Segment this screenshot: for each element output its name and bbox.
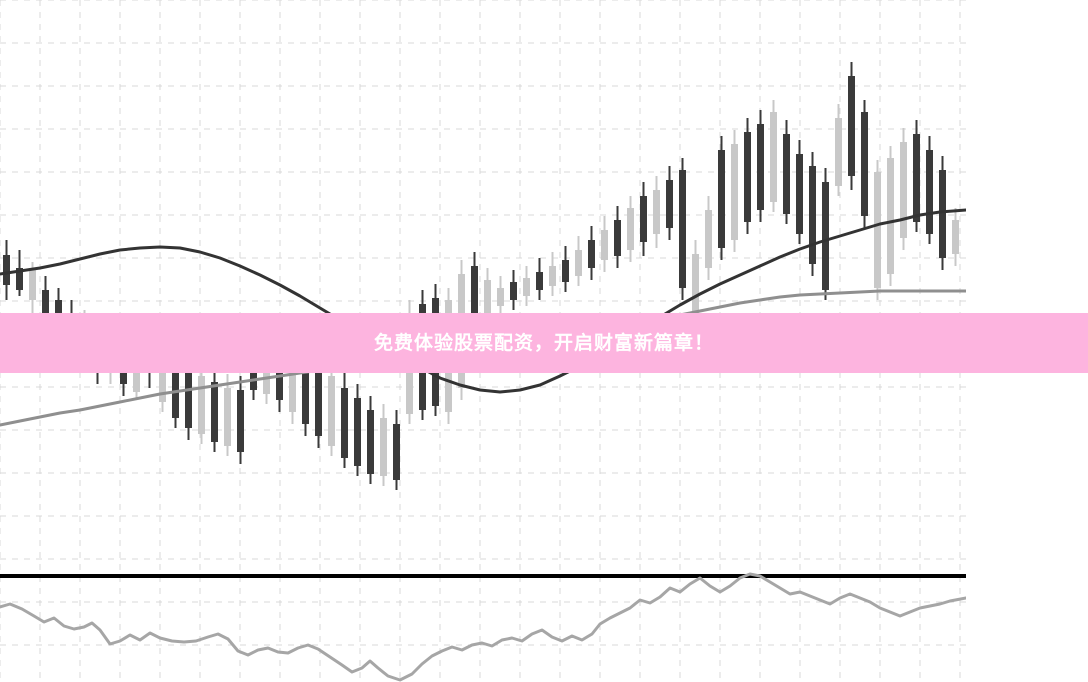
- candlestick-series: [3, 62, 959, 490]
- indicator-oscillator-line: [0, 572, 966, 682]
- promo-banner[interactable]: 免费体验股票配资，开启财富新篇章！: [0, 313, 1088, 373]
- promo-banner-text: 免费体验股票配资，开启财富新篇章！: [373, 331, 714, 354]
